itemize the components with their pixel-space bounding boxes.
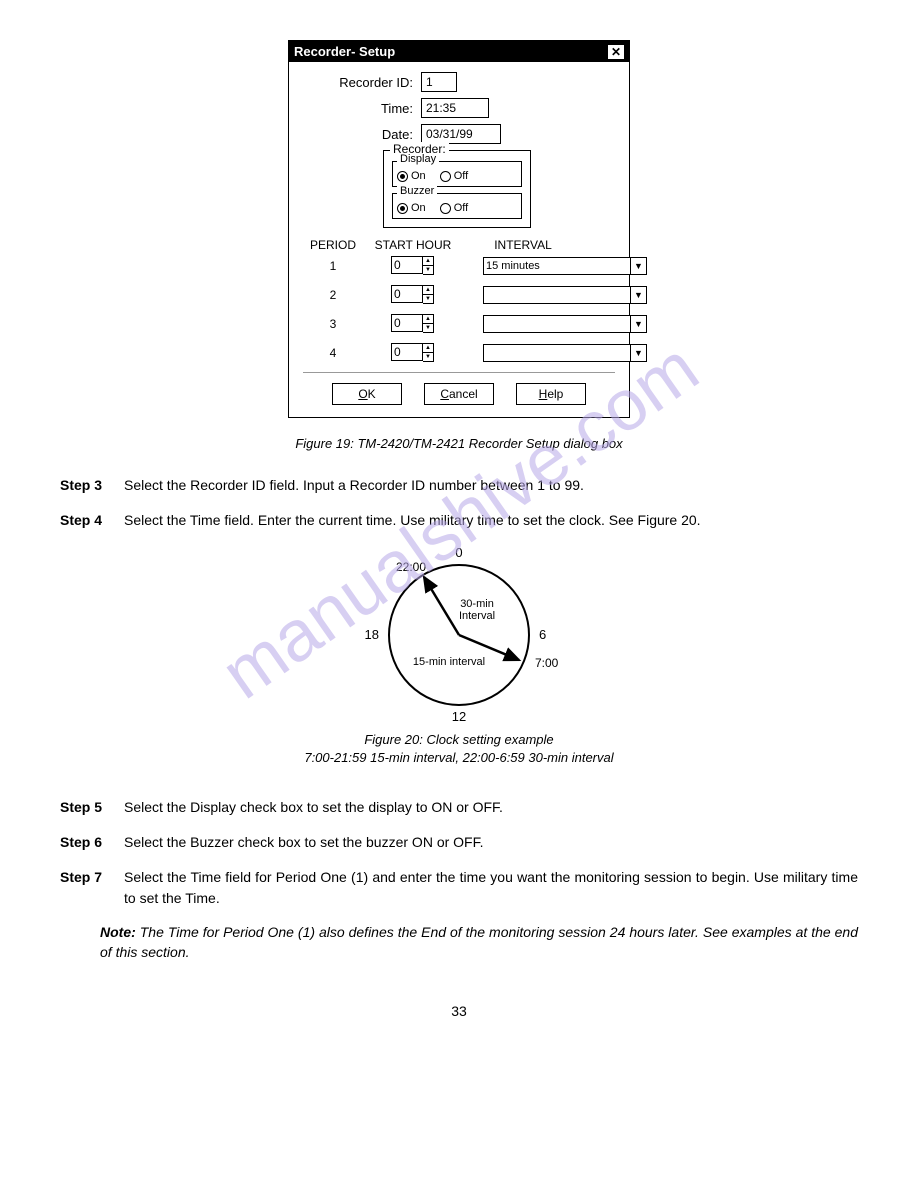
- period-row: 1▲▼▼: [303, 256, 615, 275]
- recorder-setup-dialog: Recorder- Setup ✕ Recorder ID: Time: Dat…: [288, 40, 630, 418]
- svg-text:7:00: 7:00: [535, 656, 559, 670]
- note-block: Note: The Time for Period One (1) also d…: [100, 923, 858, 962]
- figure-19-caption: Figure 19: TM-2420/TM-2421 Recorder Setu…: [60, 436, 858, 451]
- figure-20-caption: Figure 20: Clock setting example 7:00-21…: [60, 731, 858, 767]
- period-number: 3: [303, 317, 363, 331]
- recorder-id-input[interactable]: [421, 72, 457, 92]
- chevron-down-icon[interactable]: ▼: [631, 315, 647, 333]
- step7-label: Step 7: [60, 867, 124, 909]
- chevron-down-icon[interactable]: ▼: [631, 257, 647, 275]
- recorder-id-label: Recorder ID:: [303, 75, 421, 90]
- spinner-buttons[interactable]: ▲▼: [423, 285, 434, 304]
- step5-text: Select the Display check box to set the …: [124, 797, 858, 818]
- display-off-radio[interactable]: Off: [440, 170, 468, 182]
- buzzer-on-radio[interactable]: On: [397, 202, 426, 214]
- step3-label: Step 3: [60, 475, 124, 496]
- period-row: 2▲▼▼: [303, 285, 615, 304]
- spinner-buttons[interactable]: ▲▼: [423, 314, 434, 333]
- period-row: 4▲▼▼: [303, 343, 615, 362]
- date-label: Date:: [303, 127, 421, 142]
- step6-text: Select the Buzzer check box to set the b…: [124, 832, 858, 853]
- period-number: 2: [303, 288, 363, 302]
- buzzer-off-radio[interactable]: Off: [440, 202, 468, 214]
- page-number: 33: [60, 1003, 858, 1019]
- period-number: 4: [303, 346, 363, 360]
- col-header-period: PERIOD: [303, 238, 363, 252]
- step7-text: Select the Time field for Period One (1)…: [124, 867, 858, 909]
- recorder-groupbox: Recorder: Display On Off Buzzer On Off: [383, 150, 531, 228]
- col-header-start: START HOUR: [363, 238, 463, 252]
- dialog-title: Recorder- Setup: [294, 44, 395, 59]
- svg-text:12: 12: [452, 709, 466, 724]
- help-button[interactable]: Help: [516, 383, 586, 405]
- buzzer-legend: Buzzer: [397, 185, 437, 197]
- time-label: Time:: [303, 101, 421, 116]
- col-header-interval: INTERVAL: [463, 238, 583, 252]
- chevron-down-icon[interactable]: ▼: [631, 286, 647, 304]
- svg-text:Interval: Interval: [459, 610, 495, 622]
- step4-label: Step 4: [60, 510, 124, 531]
- start-hour-input[interactable]: [391, 256, 423, 274]
- step4-text: Select the Time field. Enter the current…: [124, 510, 858, 531]
- interval-dropdown[interactable]: [483, 286, 631, 304]
- chevron-down-icon[interactable]: ▼: [631, 344, 647, 362]
- interval-dropdown[interactable]: [483, 257, 631, 275]
- period-row: 3▲▼▼: [303, 314, 615, 333]
- buzzer-groupbox: Buzzer On Off: [392, 193, 522, 219]
- spinner-buttons[interactable]: ▲▼: [423, 343, 434, 362]
- step6-label: Step 6: [60, 832, 124, 853]
- spinner-buttons[interactable]: ▲▼: [423, 256, 434, 275]
- start-hour-input[interactable]: [391, 285, 423, 303]
- svg-text:6: 6: [539, 627, 546, 642]
- start-hour-input[interactable]: [391, 343, 423, 361]
- clock-diagram: 0 6 12 18 22:00 7:00 30-min Interval 15-…: [369, 545, 549, 725]
- date-input[interactable]: [421, 124, 501, 144]
- display-legend: Display: [397, 153, 439, 165]
- cancel-button[interactable]: Cancel: [424, 383, 494, 405]
- svg-text:30-min: 30-min: [460, 598, 494, 610]
- interval-dropdown[interactable]: [483, 344, 631, 362]
- close-icon[interactable]: ✕: [608, 45, 624, 59]
- time-input[interactable]: [421, 98, 489, 118]
- title-bar: Recorder- Setup ✕: [289, 41, 629, 62]
- step5-label: Step 5: [60, 797, 124, 818]
- display-on-radio[interactable]: On: [397, 170, 426, 182]
- step3-text: Select the Recorder ID field. Input a Re…: [124, 475, 858, 496]
- svg-text:0: 0: [455, 545, 462, 560]
- ok-button[interactable]: OK: [332, 383, 402, 405]
- start-hour-input[interactable]: [391, 314, 423, 332]
- svg-text:18: 18: [365, 627, 379, 642]
- display-groupbox: Display On Off: [392, 161, 522, 187]
- svg-text:22:00: 22:00: [396, 560, 426, 574]
- period-number: 1: [303, 259, 363, 273]
- svg-text:15-min interval: 15-min interval: [413, 656, 485, 668]
- interval-dropdown[interactable]: [483, 315, 631, 333]
